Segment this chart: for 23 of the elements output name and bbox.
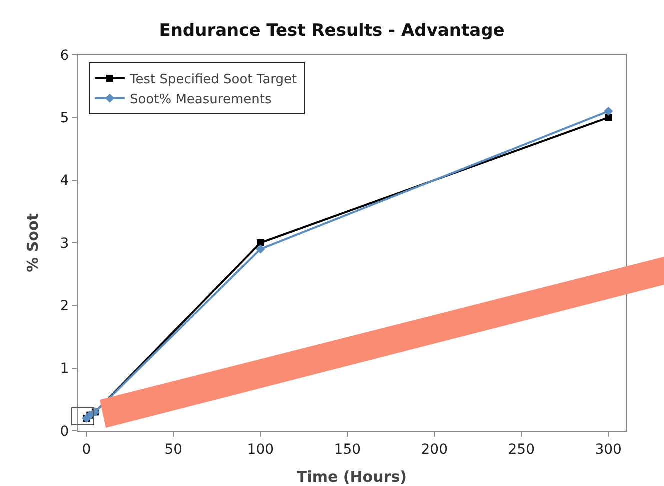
x-tick-label: 300 <box>595 442 622 458</box>
x-tick-label: 150 <box>334 442 362 458</box>
x-tick-label: 100 <box>247 442 274 458</box>
y-tick-label: 2 <box>60 298 70 315</box>
point <box>605 114 612 122</box>
point <box>257 240 264 246</box>
point <box>604 106 614 116</box>
chart-title: Endurance Test Results - Advantage <box>159 21 505 42</box>
y-tick-label: 3 <box>60 236 70 252</box>
y-tick-label: 5 <box>60 110 70 127</box>
y-tick-label: 1 <box>60 361 70 378</box>
y-tick-label: 0 <box>60 424 70 440</box>
x-tick-label: 250 <box>508 442 535 458</box>
x-tick-label: 0 <box>82 442 92 458</box>
x-axis-title: Time (Hours) <box>297 468 407 486</box>
point <box>256 244 266 254</box>
legend-label: Soot% Measurements <box>130 92 272 108</box>
y-tick-label: 6 <box>60 48 70 64</box>
y-tick-label: 4 <box>60 173 70 190</box>
x-tick-label: 200 <box>421 442 448 458</box>
y-axis-title: % Soot <box>24 214 42 272</box>
legend-label: Test Specified Soot Target <box>128 72 298 88</box>
x-tick-label: 50 <box>164 442 183 458</box>
